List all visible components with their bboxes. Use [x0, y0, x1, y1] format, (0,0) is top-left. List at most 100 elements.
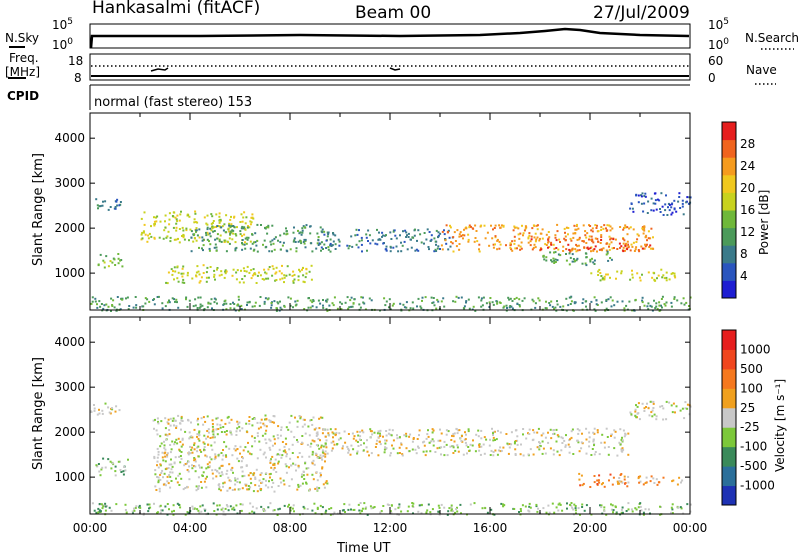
scatter-pixel: [257, 271, 260, 274]
scatter-pixel: [431, 431, 434, 434]
scatter-pixel: [254, 232, 257, 235]
scatter-pixel: [432, 444, 435, 447]
scatter-pixel: [450, 439, 453, 441]
scatter-pixel: [396, 434, 398, 437]
power-xticks: [89, 113, 691, 310]
scatter-pixel: [457, 296, 460, 299]
scatter-pixel: [397, 506, 400, 509]
scatter-pixel: [98, 300, 101, 303]
freq-tick-bottom: 8: [74, 71, 82, 85]
scatter-pixel: [146, 240, 149, 243]
scatter-pixel: [326, 452, 329, 455]
scatter-pixel: [597, 230, 600, 233]
scatter-pixel: [112, 299, 115, 302]
scatter-pixel: [93, 404, 95, 406]
scatter-pixel: [225, 430, 228, 432]
scatter-pixel: [496, 248, 499, 251]
colorbar-frame: [721, 329, 737, 506]
scatter-pixel: [316, 508, 319, 510]
scatter-pixel: [496, 453, 499, 456]
scatter-pixel: [222, 454, 225, 457]
scatter-pixel: [670, 301, 673, 304]
scatter-pixel: [210, 213, 213, 216]
scatter-pixel: [490, 224, 492, 227]
scatter-pixel: [609, 296, 612, 299]
scatter-pixel: [184, 430, 187, 433]
scatter-pixel: [398, 452, 401, 454]
scatter-pixel: [156, 512, 159, 514]
scatter-pixel: [228, 463, 231, 466]
scatter-pixel: [421, 299, 423, 302]
scatter-pixel: [601, 277, 604, 280]
scatter-pixel: [383, 448, 386, 451]
scatter-pixel: [287, 296, 290, 299]
scatter-pixel: [404, 229, 407, 232]
scatter-pixel: [471, 444, 474, 447]
scatter-pixel: [671, 480, 674, 483]
scatter-pixel: [588, 431, 591, 434]
scatter-pixel: [272, 468, 275, 471]
freq-label: Freq.: [9, 51, 39, 65]
scatter-pixel: [673, 274, 676, 277]
scatter-pixel: [218, 240, 221, 243]
scatter-pixel: [346, 445, 349, 448]
scatter-pixel: [244, 483, 247, 486]
scatter-pixel: [223, 276, 226, 279]
scatter-pixel: [425, 511, 428, 514]
scatter-pixel: [499, 446, 502, 449]
scatter-pixel: [249, 486, 252, 489]
scatter-pixel: [645, 406, 647, 408]
scatter-pixel: [199, 505, 202, 508]
scatter-pixel: [588, 445, 591, 448]
scatter-pixel: [649, 247, 652, 250]
scatter-pixel: [365, 506, 368, 509]
scatter-pixel: [445, 443, 448, 446]
scatter-pixel: [299, 270, 302, 273]
scatter-pixel: [595, 303, 598, 306]
scatter-pixel: [249, 502, 252, 505]
scatter-pixel: [593, 259, 596, 262]
scatter-pixel: [175, 226, 178, 229]
scatter-pixel: [609, 257, 612, 259]
scatter-pixel: [411, 301, 414, 304]
scatter-pixel: [592, 261, 595, 264]
scatter-pixel: [224, 513, 227, 516]
scatter-pixel: [324, 442, 327, 445]
scatter-pixel: [264, 484, 267, 487]
scatter-pixel: [607, 298, 610, 301]
scatter-pixel: [357, 503, 360, 506]
scatter-pixel: [609, 229, 612, 232]
scatter-pixel: [389, 452, 392, 455]
scatter-pixel: [301, 227, 304, 230]
scatter-pixel: [332, 233, 335, 236]
scatter-pixel: [193, 237, 196, 240]
scatter-pixel: [578, 429, 581, 432]
scatter-pixel: [255, 468, 258, 471]
scatter-pixel: [671, 503, 674, 506]
scatter-pixel: [186, 213, 189, 216]
scatter-pixel: [248, 416, 251, 418]
scatter-pixel: [94, 300, 97, 303]
scatter-pixel: [156, 417, 159, 420]
scatter-pixel: [216, 225, 219, 228]
scatter-pixel: [636, 233, 639, 236]
scatter-pixel: [171, 440, 174, 443]
scatter-pixel: [216, 416, 219, 419]
scatter-pixel: [622, 250, 625, 253]
scatter-pixel: [213, 435, 216, 438]
scatter-pixel: [680, 507, 683, 510]
nsky-trace: [89, 27, 690, 49]
scatter-pixel: [474, 309, 477, 312]
scatter-pixel: [610, 435, 612, 437]
scatter-pixel: [198, 430, 201, 433]
scatter-pixel: [305, 467, 308, 470]
scatter-pixel: [636, 238, 639, 241]
scatter-pixel: [640, 202, 643, 205]
scatter-pixel: [332, 432, 335, 435]
scatter-pixel: [536, 236, 539, 239]
scatter-pixel: [600, 301, 603, 304]
scatter-pixel: [522, 433, 524, 436]
scatter-pixel: [609, 473, 612, 476]
scatter-pixel: [585, 264, 588, 267]
